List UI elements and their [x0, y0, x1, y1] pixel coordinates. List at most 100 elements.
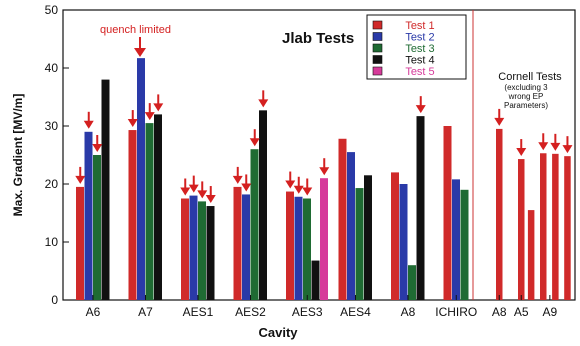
bar-a6-test-2 [84, 131, 93, 300]
y-tick-label: 20 [45, 177, 59, 191]
cornell-subtitle-3: Parameters) [504, 101, 548, 110]
arrow-icon [197, 181, 208, 199]
arrow-icon [83, 111, 94, 129]
bar-a7-test-3 [145, 123, 154, 300]
x-tick-label: AES1 [183, 305, 214, 319]
arrow-icon [319, 158, 330, 176]
x-tick-label: AES4 [340, 305, 371, 319]
bar-aes2-test-4 [259, 110, 267, 300]
arrow-icon [516, 139, 527, 157]
legend-swatch [372, 55, 383, 64]
bar-aes1-test-4 [206, 206, 215, 300]
arrow-icon [180, 178, 191, 196]
jlab-title: Jlab Tests [282, 30, 354, 47]
legend-swatch [372, 20, 383, 30]
x-tick-label: A7 [138, 305, 153, 319]
legend-label: Test 2 [405, 32, 434, 44]
arrow-icon [232, 166, 243, 184]
arrow-icon [415, 96, 426, 114]
arrow-icon [293, 176, 304, 194]
cornell-title: Cornell Tests [498, 71, 562, 83]
arrow-icon [562, 136, 573, 154]
arrow-icon [258, 90, 269, 108]
legend-label: Test 3 [405, 43, 434, 55]
bar-aes2-test-3 [250, 149, 259, 300]
x-tick-label: A8 [401, 305, 416, 319]
arrow-icon [538, 133, 549, 151]
bar-aes3-test-4 [311, 260, 320, 300]
x-tick-label: ICHIRO [435, 305, 477, 319]
bar-aes2-test-1 [233, 186, 242, 300]
cornell-bar [564, 156, 571, 300]
arrow-icon [75, 166, 86, 184]
legend-swatch [372, 43, 383, 53]
bar-aes1-test-3 [198, 201, 206, 300]
arrow-icon [205, 186, 216, 204]
legend-label: Test 4 [405, 55, 434, 67]
cornell-bar [552, 153, 559, 300]
y-tick-label: 30 [45, 119, 59, 133]
y-ticks: 0 10 20 30 40 50 [45, 3, 69, 307]
cornell-bar [518, 159, 525, 300]
bar-aes3-test-2 [294, 196, 303, 300]
arrow-icon [144, 103, 155, 121]
legend-label: Test 1 [405, 20, 434, 32]
bars [76, 58, 571, 301]
bar-a6-test-3 [93, 155, 101, 300]
bar-a7-test-2 [137, 58, 145, 300]
bar-aes4-test-3 [355, 188, 364, 300]
x-tick-label: A5 [514, 305, 529, 319]
bar-a7-test-4 [154, 114, 162, 301]
bar-a6-test-4 [101, 79, 110, 300]
bar-ichiro-test-3 [460, 189, 469, 300]
arrow-icon [241, 174, 252, 192]
bar-aes3-test-5 [320, 178, 328, 300]
y-tick-label: 40 [45, 61, 59, 75]
quench-limited-note: quench limited [100, 24, 171, 36]
y-tick-label: 0 [51, 293, 58, 307]
cornell-subtitle-1: (excluding 3 [504, 83, 548, 92]
arrow-icon [188, 175, 199, 193]
x-tick-label: A9 [543, 305, 558, 319]
legend-swatch [372, 32, 383, 41]
arrow-icon [249, 129, 260, 147]
y-tick-label: 50 [45, 3, 59, 17]
bar-aes4-test-1 [338, 138, 347, 300]
arrow-icon [494, 108, 505, 126]
arrow-icon [127, 110, 138, 128]
bar-a8-test-3 [408, 265, 416, 300]
x-labels: A6 A7 AES1 AES2 AES3 AES4 A8 ICHIRO A8 A5 A9 [86, 295, 558, 319]
cornell-bar [496, 128, 503, 300]
bar-a8-test-2 [399, 184, 408, 300]
arrows [75, 90, 573, 204]
bar-ichiro-test-1 [443, 126, 452, 300]
cornell-bar [540, 153, 547, 300]
bar-aes2-test-2 [242, 194, 250, 300]
bar-aes1-test-2 [189, 195, 198, 300]
legend-swatch [372, 66, 383, 76]
x-tick-label: A6 [86, 305, 101, 319]
arrow-icon [153, 94, 164, 112]
y-tick-label: 10 [45, 235, 59, 249]
bar-ichiro-test-2 [452, 179, 460, 300]
legend-label: Test 5 [405, 66, 434, 78]
x-tick-label: AES3 [292, 305, 323, 319]
arrow-icon [285, 171, 296, 189]
legend-box [366, 14, 467, 80]
x-tick-label: A8 [492, 305, 507, 319]
y-axis-title: Max. Gradient [MV/m] [11, 94, 25, 217]
bar-aes1-test-1 [181, 198, 189, 300]
arrow-icon [92, 135, 103, 152]
quench-arrow-icon [134, 37, 146, 57]
bar-aes4-test-2 [347, 152, 355, 300]
arrow-icon [302, 178, 313, 196]
cornell-bar [527, 210, 535, 300]
bar-a7-test-1 [128, 130, 137, 300]
bar-aes3-test-3 [303, 198, 311, 300]
cornell-subtitle-2: wrong EP [508, 92, 544, 101]
bar-a8-test-4 [416, 116, 425, 300]
bar-a6-test-1 [76, 186, 84, 300]
x-axis-title: Cavity [258, 325, 298, 340]
bar-aes3-test-1 [286, 191, 294, 300]
